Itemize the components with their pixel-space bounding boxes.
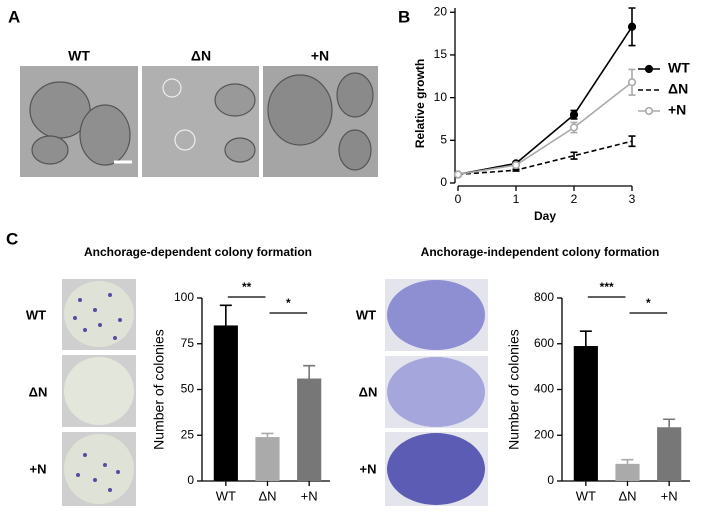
x-tick-label: 1 (513, 192, 520, 206)
error-bar (261, 432, 274, 438)
y-tick-label: 0 (187, 473, 194, 487)
legend-label: +N (668, 102, 686, 118)
x-tick-label: 2 (571, 192, 578, 206)
image-label: WT (26, 307, 46, 322)
x-tick-label: 3 (629, 192, 636, 206)
legend-label: WT (668, 60, 690, 76)
x-tick-label: WT (576, 488, 596, 503)
x-tick-label: ΔN (618, 488, 636, 503)
bar (213, 325, 238, 481)
bar (573, 346, 598, 481)
significance-label: * (646, 296, 651, 310)
series-line (457, 26, 633, 176)
error-bar (663, 418, 676, 428)
bar (657, 427, 682, 481)
x-tick-label: +N (301, 488, 318, 503)
y-tick-label: 0 (547, 473, 554, 487)
panel-label: A (8, 7, 20, 26)
series-line (457, 81, 633, 176)
legend-label: ΔN (668, 81, 688, 97)
error-bar (512, 168, 520, 172)
error-bar (628, 135, 636, 148)
y-tick-label: 400 (534, 382, 554, 396)
significance-label: * (286, 296, 291, 310)
y-axis-label: Number of colonies (151, 329, 167, 450)
bar (255, 437, 280, 481)
image-label: +N (311, 48, 329, 64)
dishes (62, 279, 488, 506)
panel-label: B (398, 7, 410, 26)
image-label: +N (360, 461, 377, 476)
significance-label: ** (242, 280, 252, 294)
chart-title: Anchorage-dependent colony formation (84, 245, 312, 259)
y-tick-label: 100 (174, 290, 194, 304)
y-tick-label: 20 (434, 4, 448, 18)
legend-marker (644, 64, 654, 74)
significance-label: *** (600, 280, 614, 294)
x-tick-label: WT (216, 488, 236, 503)
legend-marker (644, 106, 654, 116)
y-tick-label: 600 (534, 336, 554, 350)
error-bar (219, 304, 232, 326)
data-point (627, 78, 637, 87)
chart-title: Anchorage-independent colony formation (421, 245, 660, 259)
image-label: ΔN (191, 48, 211, 64)
micrographs (20, 66, 378, 177)
error-bar (579, 330, 592, 347)
error-bar (303, 364, 316, 379)
y-tick-label: 75 (181, 336, 195, 350)
y-tick-label: 0 (440, 175, 447, 189)
image-label: WT (356, 307, 376, 322)
bar (297, 378, 322, 481)
image-label: ΔN (29, 384, 48, 399)
y-tick-label: 25 (181, 427, 195, 441)
data-point (453, 170, 463, 179)
y-tick-label: 800 (534, 290, 554, 304)
y-axis-label: Relative growth (413, 59, 427, 148)
image-label: WT (68, 48, 90, 64)
y-tick-label: 200 (534, 427, 554, 441)
x-tick-label: ΔN (258, 488, 276, 503)
y-tick-label: 50 (181, 382, 195, 396)
panel-label: C (6, 229, 18, 248)
x-tick-label: +N (661, 488, 678, 503)
y-tick-label: 15 (434, 47, 448, 61)
y-tick-label: 5 (440, 132, 447, 146)
y-axis-label: Number of colonies (506, 329, 522, 450)
x-tick-label: 0 (455, 192, 462, 206)
image-label: ΔN (359, 384, 378, 399)
series-line (457, 140, 633, 176)
data-point (569, 123, 579, 132)
data-point (627, 22, 637, 31)
image-label: +N (30, 461, 47, 476)
y-tick-label: 10 (434, 90, 448, 104)
bar (615, 463, 640, 481)
data-point (511, 160, 521, 170)
x-axis-label: Day (534, 209, 556, 223)
data-point (569, 110, 579, 119)
error-bar (570, 151, 578, 160)
error-bar (621, 458, 634, 464)
